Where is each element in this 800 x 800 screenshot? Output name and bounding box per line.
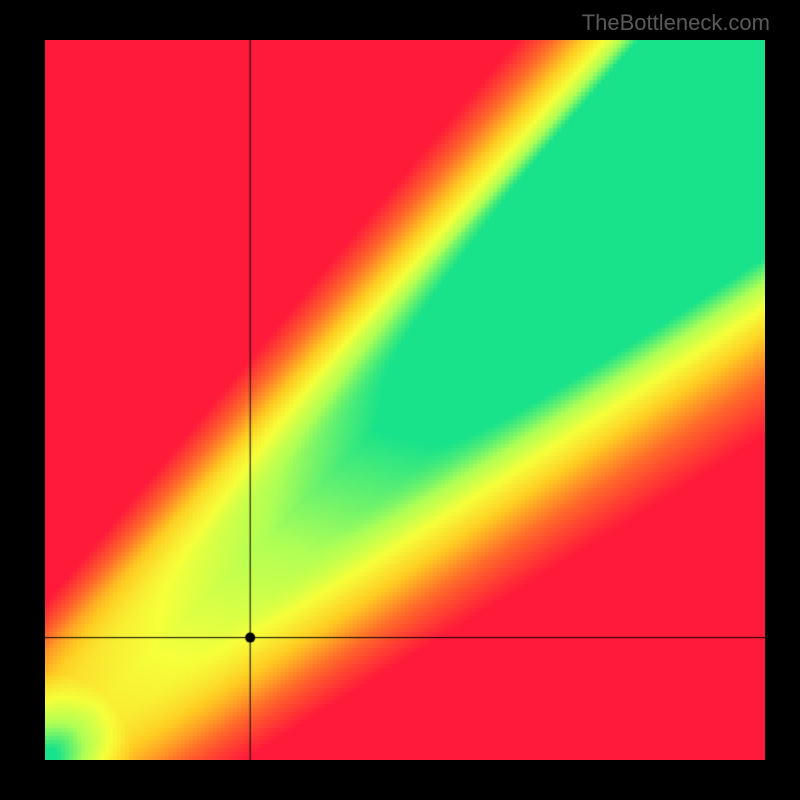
- chart-container: TheBottleneck.com: [0, 0, 800, 800]
- bottleneck-heatmap: [45, 40, 765, 760]
- watermark-text: TheBottleneck.com: [582, 10, 770, 36]
